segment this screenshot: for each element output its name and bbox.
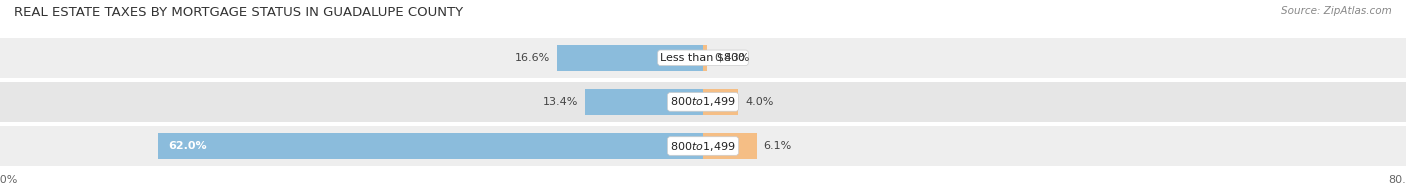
- Bar: [557, 45, 703, 71]
- Text: 0.43%: 0.43%: [714, 53, 749, 63]
- Text: Source: ZipAtlas.com: Source: ZipAtlas.com: [1281, 6, 1392, 16]
- Bar: [703, 133, 756, 159]
- Bar: [703, 45, 707, 71]
- Bar: [0, 38, 1406, 78]
- Bar: [159, 133, 703, 159]
- Text: 13.4%: 13.4%: [543, 97, 578, 107]
- Bar: [0, 82, 1406, 122]
- Bar: [0, 126, 1406, 166]
- Text: 16.6%: 16.6%: [515, 53, 550, 63]
- Text: REAL ESTATE TAXES BY MORTGAGE STATUS IN GUADALUPE COUNTY: REAL ESTATE TAXES BY MORTGAGE STATUS IN …: [14, 6, 463, 19]
- Text: 6.1%: 6.1%: [763, 141, 792, 151]
- Text: 62.0%: 62.0%: [169, 141, 207, 151]
- Text: Less than $800: Less than $800: [661, 53, 745, 63]
- Text: 4.0%: 4.0%: [745, 97, 773, 107]
- Bar: [585, 89, 703, 115]
- Bar: [703, 89, 738, 115]
- Text: $800 to $1,499: $800 to $1,499: [671, 140, 735, 152]
- Text: $800 to $1,499: $800 to $1,499: [671, 95, 735, 108]
